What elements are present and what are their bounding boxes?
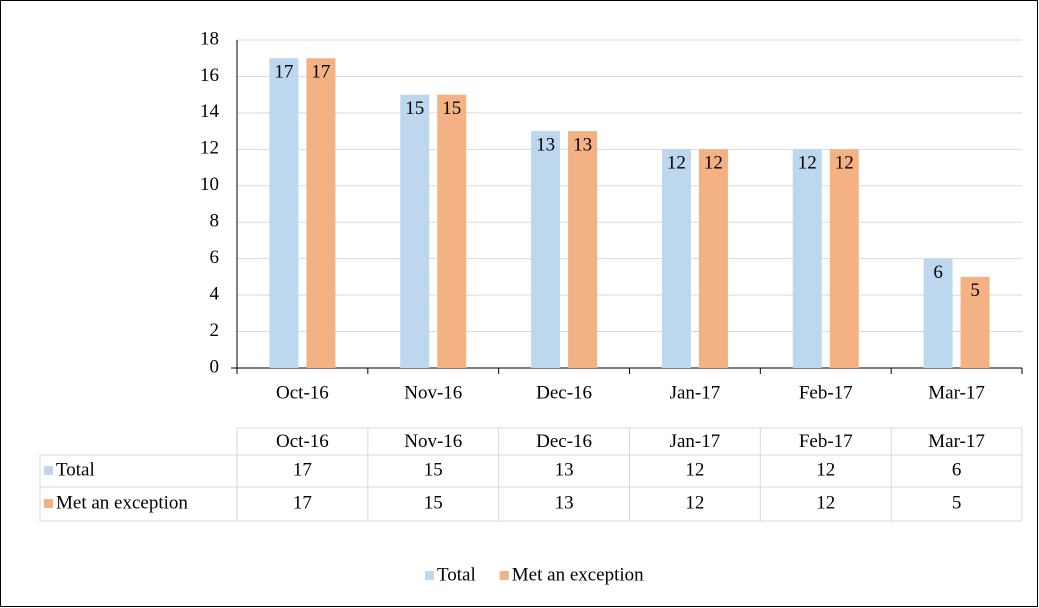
bar bbox=[661, 149, 691, 368]
data-label: 15 bbox=[405, 98, 424, 119]
x-tick-label: Dec-16 bbox=[536, 382, 592, 403]
table-cell: 13 bbox=[555, 459, 574, 480]
bar bbox=[437, 94, 467, 369]
x-tick-label: Mar-17 bbox=[928, 382, 985, 403]
y-tick-label: 14 bbox=[200, 101, 220, 122]
x-tick-label: Jan-17 bbox=[670, 382, 721, 403]
x-tick-label: Feb-17 bbox=[799, 382, 853, 403]
y-tick-label: 10 bbox=[200, 174, 219, 195]
data-label: 6 bbox=[933, 262, 943, 283]
data-label: 12 bbox=[704, 153, 723, 174]
table-cell: 12 bbox=[816, 459, 835, 480]
bar bbox=[568, 131, 598, 368]
table-cell: 12 bbox=[685, 459, 704, 480]
data-label: 12 bbox=[667, 153, 686, 174]
x-tick-label: Oct-16 bbox=[276, 382, 329, 403]
table-legend-key bbox=[44, 499, 53, 508]
x-tick-label: Nov-16 bbox=[404, 382, 462, 403]
table-cell: 5 bbox=[952, 492, 962, 513]
data-label: 17 bbox=[311, 62, 330, 83]
table-cell: 15 bbox=[424, 459, 443, 480]
legend-label: Met an exception bbox=[512, 564, 644, 585]
data-label: 12 bbox=[798, 153, 817, 174]
table-header: Dec-16 bbox=[536, 431, 592, 452]
y-tick-label: 8 bbox=[210, 211, 220, 232]
legend-key bbox=[425, 571, 434, 580]
table-header: Nov-16 bbox=[404, 431, 462, 452]
bar bbox=[400, 94, 430, 369]
legend-key bbox=[499, 571, 509, 580]
table-cell: 17 bbox=[293, 459, 312, 480]
bar bbox=[792, 149, 822, 368]
table-cell: 17 bbox=[293, 492, 312, 513]
data-label: 13 bbox=[573, 134, 592, 155]
data-label: 12 bbox=[835, 153, 854, 174]
table-cell: 12 bbox=[816, 492, 835, 513]
table-cell: 13 bbox=[555, 492, 574, 513]
data-label: 15 bbox=[442, 98, 461, 119]
bar bbox=[829, 149, 859, 368]
table-row-label: Met an exception bbox=[56, 492, 188, 513]
bar bbox=[269, 58, 299, 368]
bar bbox=[698, 149, 728, 368]
y-tick-label: 0 bbox=[210, 356, 220, 377]
bar bbox=[923, 258, 953, 368]
y-tick-label: 12 bbox=[200, 138, 219, 159]
y-tick-label: 6 bbox=[210, 247, 220, 268]
table-header: Jan-17 bbox=[670, 431, 721, 452]
table-cell: 6 bbox=[952, 459, 962, 480]
table-row-label: Total bbox=[56, 459, 95, 480]
bar bbox=[960, 276, 990, 368]
data-label: 5 bbox=[970, 280, 980, 301]
bar bbox=[531, 131, 561, 368]
table-cell: 15 bbox=[424, 492, 443, 513]
y-tick-label: 4 bbox=[210, 283, 220, 304]
table-header: Feb-17 bbox=[799, 431, 853, 452]
data-label: 13 bbox=[536, 134, 555, 155]
table-header: Oct-16 bbox=[276, 431, 329, 452]
table-cell: 12 bbox=[685, 492, 704, 513]
table-legend-key bbox=[44, 466, 53, 475]
data-label: 17 bbox=[274, 62, 293, 83]
y-tick-label: 16 bbox=[200, 65, 219, 86]
y-tick-label: 2 bbox=[210, 320, 220, 341]
table-header: Mar-17 bbox=[928, 431, 985, 452]
y-tick-label: 18 bbox=[200, 28, 219, 49]
bar bbox=[306, 58, 336, 368]
legend-label: Total bbox=[437, 564, 476, 585]
